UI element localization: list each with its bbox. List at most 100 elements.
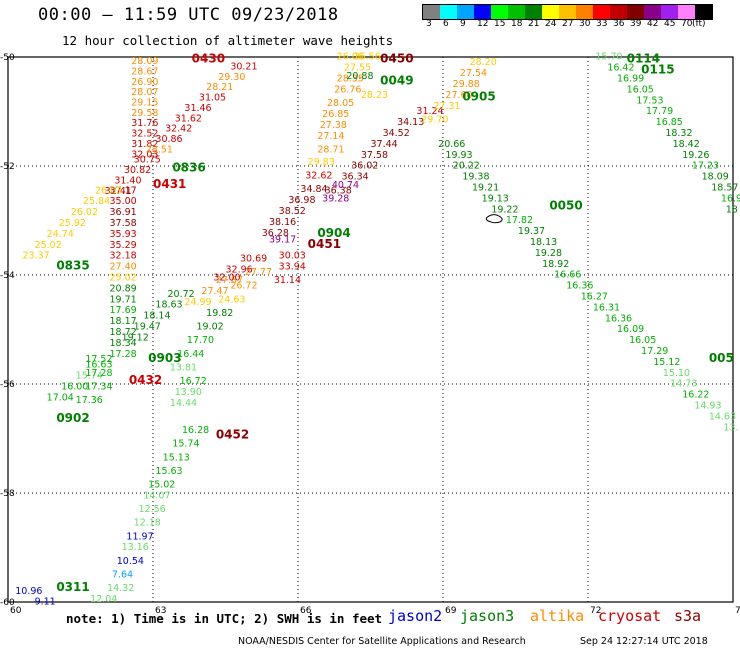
swh-value-label: 32.03 xyxy=(131,149,158,160)
swh-value-label: 35.29 xyxy=(110,240,137,251)
swh-value-label: 16.22 xyxy=(682,390,709,401)
swh-value-label: 19.22 xyxy=(491,204,518,215)
color-swatch xyxy=(695,5,712,19)
swh-value-label: 16.05 xyxy=(627,84,654,95)
swh-value-label: 19.82 xyxy=(206,308,233,319)
color-swatch xyxy=(678,5,695,19)
color-swatch xyxy=(593,5,610,19)
swh-value-label: 34.84 xyxy=(300,184,327,195)
swh-value-label: 28.21 xyxy=(206,82,233,93)
swh-value-label: 28.07 xyxy=(131,87,158,98)
swh-value-label: 18.92 xyxy=(542,259,569,270)
swh-value-label: 36.98 xyxy=(288,195,315,206)
swh-value-label: 18 xyxy=(726,204,738,215)
swh-value-label: 37.44 xyxy=(371,139,398,150)
swh-value-label: 15.02 xyxy=(148,480,175,491)
swh-value-label: 20.88 xyxy=(346,71,373,82)
x-tick-label: 63 xyxy=(155,606,166,616)
swh-value-label: 16.63 xyxy=(85,360,112,371)
color-scale-label: 15 xyxy=(494,19,506,29)
swh-value-label: 24.99 xyxy=(184,297,211,308)
swh-value-label: 17.29 xyxy=(641,346,668,357)
color-scale-label: (ft) xyxy=(692,19,706,29)
swh-value-label: 16.09 xyxy=(617,324,644,335)
color-swatch xyxy=(508,5,525,19)
swh-value-label: 29.30 xyxy=(218,72,245,83)
swh-value-label: 32.00 xyxy=(213,272,240,283)
swh-value-label: 31.24 xyxy=(416,106,443,117)
track-time-label: 0904 xyxy=(317,226,350,240)
color-swatch xyxy=(440,5,457,19)
swh-value-label: 17.79 xyxy=(646,106,673,117)
swh-value-label: 30.82 xyxy=(124,165,151,176)
track-time-label: 0836 xyxy=(172,160,205,174)
swh-value-label: 15.74 xyxy=(172,439,199,450)
swh-value-label: 9.11 xyxy=(35,597,56,608)
swh-value-label: 31.82 xyxy=(131,139,158,150)
color-swatch xyxy=(457,5,474,19)
swh-value-label: 32.42 xyxy=(165,124,192,135)
swh-value-label: 18.14 xyxy=(143,311,170,322)
swh-value-label: 16.36 xyxy=(605,313,632,324)
swh-value-label: 26.06 xyxy=(337,52,364,63)
color-swatch xyxy=(661,5,678,19)
y-tick-label: -60 xyxy=(0,598,15,608)
swh-value-label: 15.10 xyxy=(663,368,690,379)
swh-value-label: 26.90 xyxy=(131,77,158,88)
color-swatch xyxy=(627,5,644,19)
swh-value-label: 36.91 xyxy=(110,207,137,218)
swh-value-label: 30.03 xyxy=(279,251,306,262)
swh-value-label: 19.47 xyxy=(134,322,161,333)
swh-value-label: 27.87 xyxy=(216,275,243,286)
swh-value-label: 31.46 xyxy=(184,103,211,114)
swh-value-label: 27.55 xyxy=(344,63,371,74)
x-tick-label: 66 xyxy=(300,606,312,616)
swh-value-label: 19.21 xyxy=(472,183,499,194)
swh-value-label: 36.02 xyxy=(351,161,378,172)
swh-value-label: 16.99 xyxy=(617,74,644,85)
swh-value-label: 30.21 xyxy=(230,62,257,73)
swh-value-label: 37.58 xyxy=(110,218,137,229)
swh-value-label: 39.28 xyxy=(322,193,349,204)
color-scale-label: 18 xyxy=(511,19,523,29)
swh-value-label: 38.52 xyxy=(279,206,306,217)
track-time-label: 0905 xyxy=(462,90,495,104)
swh-value-label: 25.02 xyxy=(35,240,62,251)
swh-value-label: 33.94 xyxy=(279,262,306,273)
legend-cryosat: cryosat xyxy=(598,607,662,625)
swh-value-label: 31.14 xyxy=(274,275,301,286)
swh-value-label: 10.54 xyxy=(117,556,144,567)
swh-value-label: 7.64 xyxy=(112,569,133,580)
swh-value-label: 17.04 xyxy=(47,392,74,403)
swh-value-label: 17.70 xyxy=(187,335,214,346)
swh-value-label: 17.82 xyxy=(506,215,533,226)
swh-value-label: 29.70 xyxy=(421,114,448,125)
swh-value-label: 19.28 xyxy=(535,248,562,259)
track-time-label: 0311 xyxy=(56,580,89,594)
color-scale-label: 70 xyxy=(681,19,693,29)
swh-value-label: 13. xyxy=(723,422,738,433)
swh-value-label: 27.60 xyxy=(445,90,472,101)
swh-value-label: 17.69 xyxy=(110,305,137,316)
legend-altika: altika xyxy=(530,607,585,625)
swh-value-label: 18.42 xyxy=(673,139,700,150)
swh-value-label: 31.05 xyxy=(199,93,226,104)
color-scale-label: 30 xyxy=(579,19,591,29)
legend-jason2: jason2 xyxy=(388,607,443,625)
swh-value-label: 15.74 xyxy=(76,371,103,382)
units-note: note: 1) Time is in UTC; 2) SWH is in fe… xyxy=(66,611,383,626)
swh-value-label: 35.00 xyxy=(110,196,137,207)
map-frame xyxy=(7,56,734,603)
track-time-label: 0450 xyxy=(380,51,413,65)
swh-value-label: 19.37 xyxy=(518,226,545,237)
swh-value-label: 20.89 xyxy=(110,283,137,294)
swh-value-label: 17.28 xyxy=(85,368,112,379)
color-swatch xyxy=(610,5,627,19)
swh-value-label: 31.76 xyxy=(131,118,158,129)
swh-value-label: 27.31 xyxy=(433,101,460,112)
swh-value-label: 28.67 xyxy=(131,66,158,77)
swh-value-label: 19.38 xyxy=(462,172,489,183)
color-scale-label: 21 xyxy=(528,19,540,29)
swh-value-label: 31.62 xyxy=(175,113,202,124)
